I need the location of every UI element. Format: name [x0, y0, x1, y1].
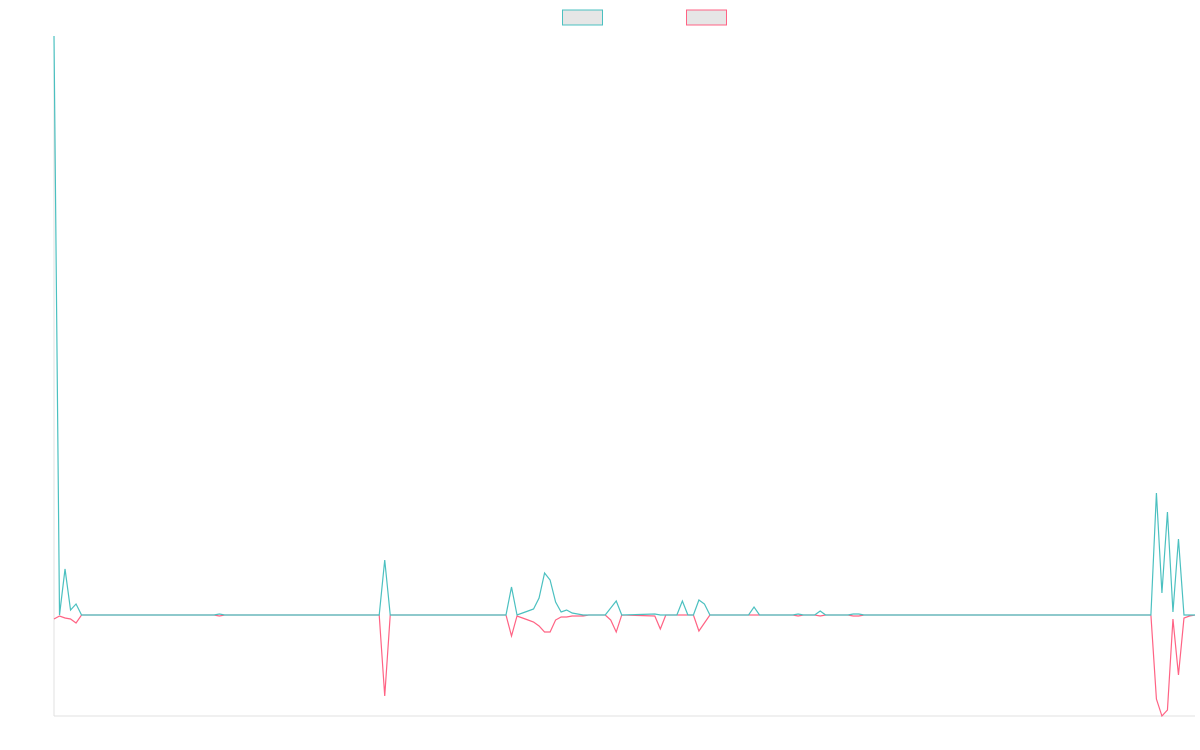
legend-swatch: [686, 9, 727, 26]
series-line: [53, 614, 1196, 718]
series-line: [53, 35, 1195, 616]
legend-swatch: [562, 9, 603, 26]
